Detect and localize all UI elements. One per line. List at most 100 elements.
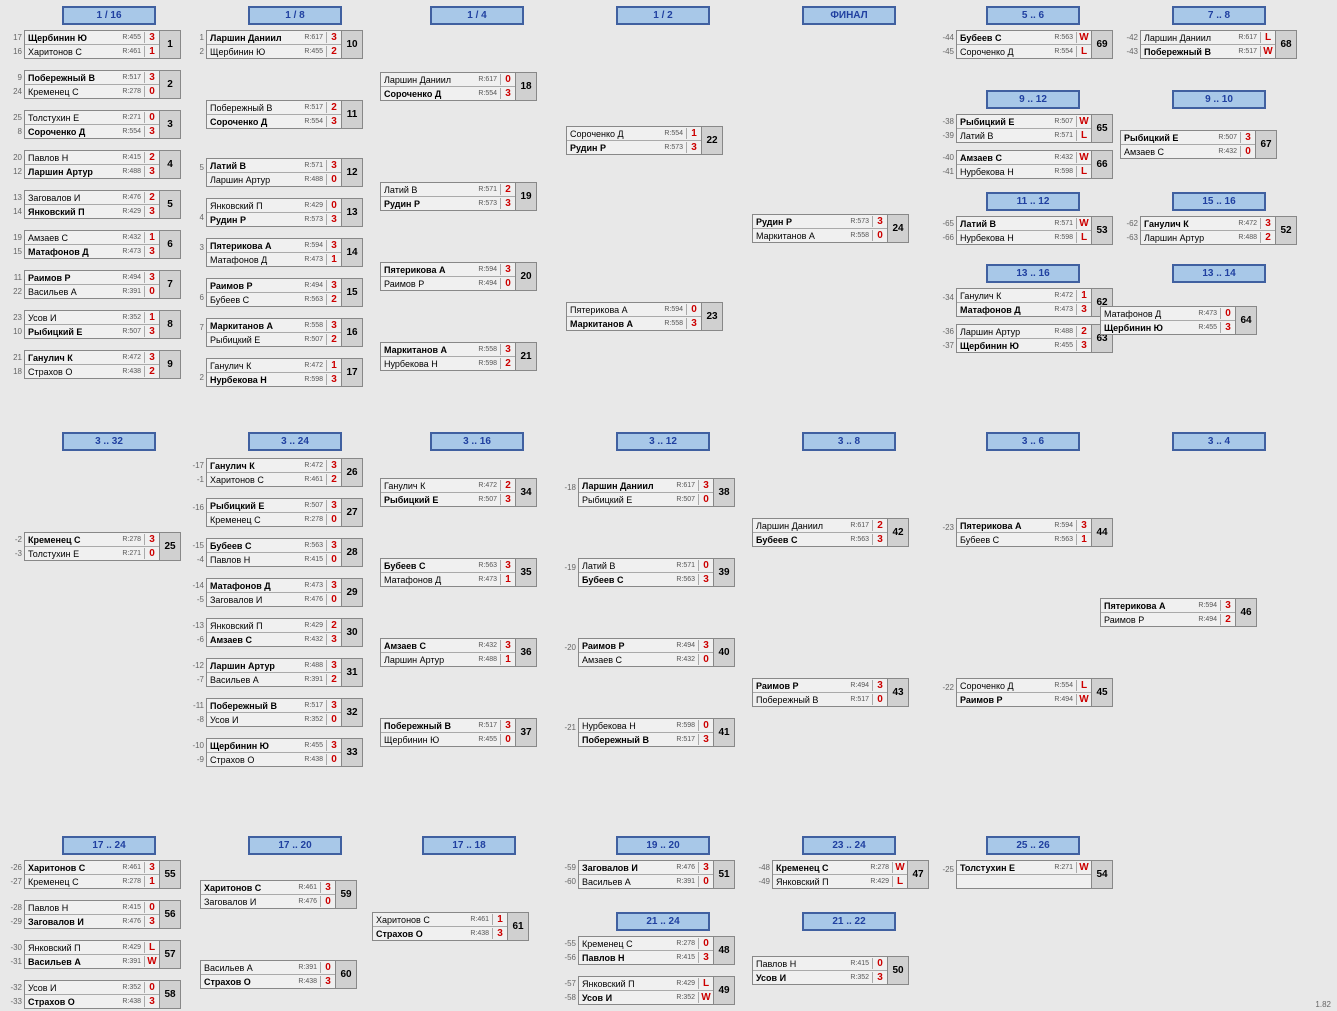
match-seeds: -42-43 [1120,30,1140,59]
player-rating: R:494 [293,282,326,289]
player-name: Маркитанов А [753,231,839,241]
player-score: L [1076,232,1091,243]
player-score: 0 [500,74,515,85]
round-header-r1_8: 1 / 8 [248,6,342,25]
player-name: Латий В [957,219,1043,229]
player-row: Харитонов СR:4613 [25,861,159,875]
player-score: 3 [326,540,341,551]
player-score: 3 [320,976,335,987]
player-rating: R:391 [111,288,144,295]
match-number: 26 [342,458,363,487]
player-rating: R:455 [293,48,326,55]
player-row: Рудин РR:5733 [567,141,701,154]
match-number: 64 [1236,306,1257,335]
player-rating: R:352 [665,994,698,1001]
match-number: 65 [1092,114,1113,143]
player-name: Амзаев С [957,153,1043,163]
player-row: Заговалов ИR:4763 [25,915,159,928]
player-rating: R:476 [111,918,144,925]
round-header-p3_12: 3 .. 12 [616,432,710,451]
player-name: Янковский П [773,877,859,887]
player-row: Кременец СR:2783 [25,533,159,547]
player-name: Харитонов С [373,915,459,925]
player-row: Ларшин ДаниилR:6170 [381,73,515,87]
player-score: 0 [320,896,335,907]
player-rating: R:472 [1043,292,1076,299]
match-56: -28-29Павлов НR:4150Заговалов ИR:476356 [4,900,181,929]
player-name: Васильев А [25,287,111,297]
player-score: 3 [326,660,341,671]
match-seeds: -65-66 [936,216,956,245]
player-row: Рудин РR:5733 [207,213,341,226]
match-number: 51 [714,860,735,889]
round-header-p19_20: 19 .. 20 [616,836,710,855]
player-row: Усов ИR:3520 [207,713,341,726]
player-rating: R:517 [665,736,698,743]
player-score: 0 [326,754,341,765]
player-row: Щербинин ЮR:4550 [381,733,515,746]
player-score: 3 [144,206,159,217]
player-name: Амзаев С [579,655,665,665]
player-rating: R:278 [111,878,144,885]
player-rating: R:438 [287,978,320,985]
round-header-p3_4: 3 .. 4 [1172,432,1266,451]
player-score: 2 [872,520,887,531]
match-57: -30-31Янковский ПR:429LВасильев АR:391W5… [4,940,181,969]
player-rating: R:571 [1043,220,1076,227]
match-50: Павлов НR:4150Усов ИR:352350 [752,956,909,985]
match-number: 61 [508,912,529,941]
match-players: Ларшин АртурR:4882Щербинин ЮR:4553 [956,324,1092,353]
player-score: 3 [326,32,341,43]
player-name: Усов И [25,983,111,993]
player-row: Усов ИR:3520 [25,981,159,995]
match-number: 19 [516,182,537,211]
match-number: 35 [516,558,537,587]
player-row: Рыбицкий ЕR:5073 [207,499,341,513]
match-players: Ганулич КR:4722Рыбицкий ЕR:5073 [380,478,516,507]
player-score: 2 [1076,326,1091,337]
match-seeds: 258 [4,110,24,139]
player-rating: R:494 [839,682,872,689]
match-number: 14 [342,238,363,267]
player-name: Побережный В [579,735,665,745]
round-header-p3_16: 3 .. 16 [430,432,524,451]
player-rating: R:617 [293,34,326,41]
player-row: Латий ВR:5712 [381,183,515,197]
player-score: 3 [698,862,713,873]
player-rating: R:517 [293,104,326,111]
player-name: Сороченко Д [25,127,111,137]
player-row: Рыбицкий ЕR:5073 [381,493,515,506]
match-seeds: -44-45 [936,30,956,59]
match-seeds: -15-4 [186,538,206,567]
player-score: 0 [1220,308,1235,319]
player-row: Бубеев СR:563W [957,31,1091,45]
player-score: 2 [326,46,341,57]
player-score: 3 [326,240,341,251]
match-20: Пятерикова АR:5943Раимов РR:494020 [380,262,537,291]
player-row: Рудин РR:5733 [381,197,515,210]
player-name: Рыбицкий Е [207,335,293,345]
player-row: Кременец СR:2781 [25,875,159,888]
player-row: Щербинин ЮR:4552 [207,45,341,58]
match-29: -14-5Матафонов ДR:4733Заговалов ИR:47602… [186,578,363,607]
match-players: Павлов НR:4150Заговалов ИR:4763 [24,900,160,929]
player-rating: R:432 [293,636,326,643]
player-name: Кременец С [25,535,111,545]
player-name: Раимов Р [579,641,665,651]
match-players: Побережный ВR:5173Щербинин ЮR:4550 [380,718,516,747]
match-47: -48-49Кременец СR:278WЯнковский ПR:429L4… [752,860,929,889]
player-rating: R:598 [665,722,698,729]
player-score: 3 [144,326,159,337]
player-rating: R:429 [111,208,144,215]
player-score: 1 [1076,290,1091,301]
player-rating: R:352 [839,974,872,981]
player-rating: R:472 [293,362,326,369]
match-number: 36 [516,638,537,667]
player-row: Сороченко ДR:554L [957,679,1091,693]
match-seeds: -28-29 [4,900,24,929]
player-rating: R:271 [111,550,144,557]
match-66: -40-41Амзаев СR:432WНурбекова НR:598L66 [936,150,1113,179]
player-rating: R:494 [1043,696,1076,703]
player-row: Маркитанов АR:5583 [567,317,701,330]
player-rating: R:352 [111,984,144,991]
